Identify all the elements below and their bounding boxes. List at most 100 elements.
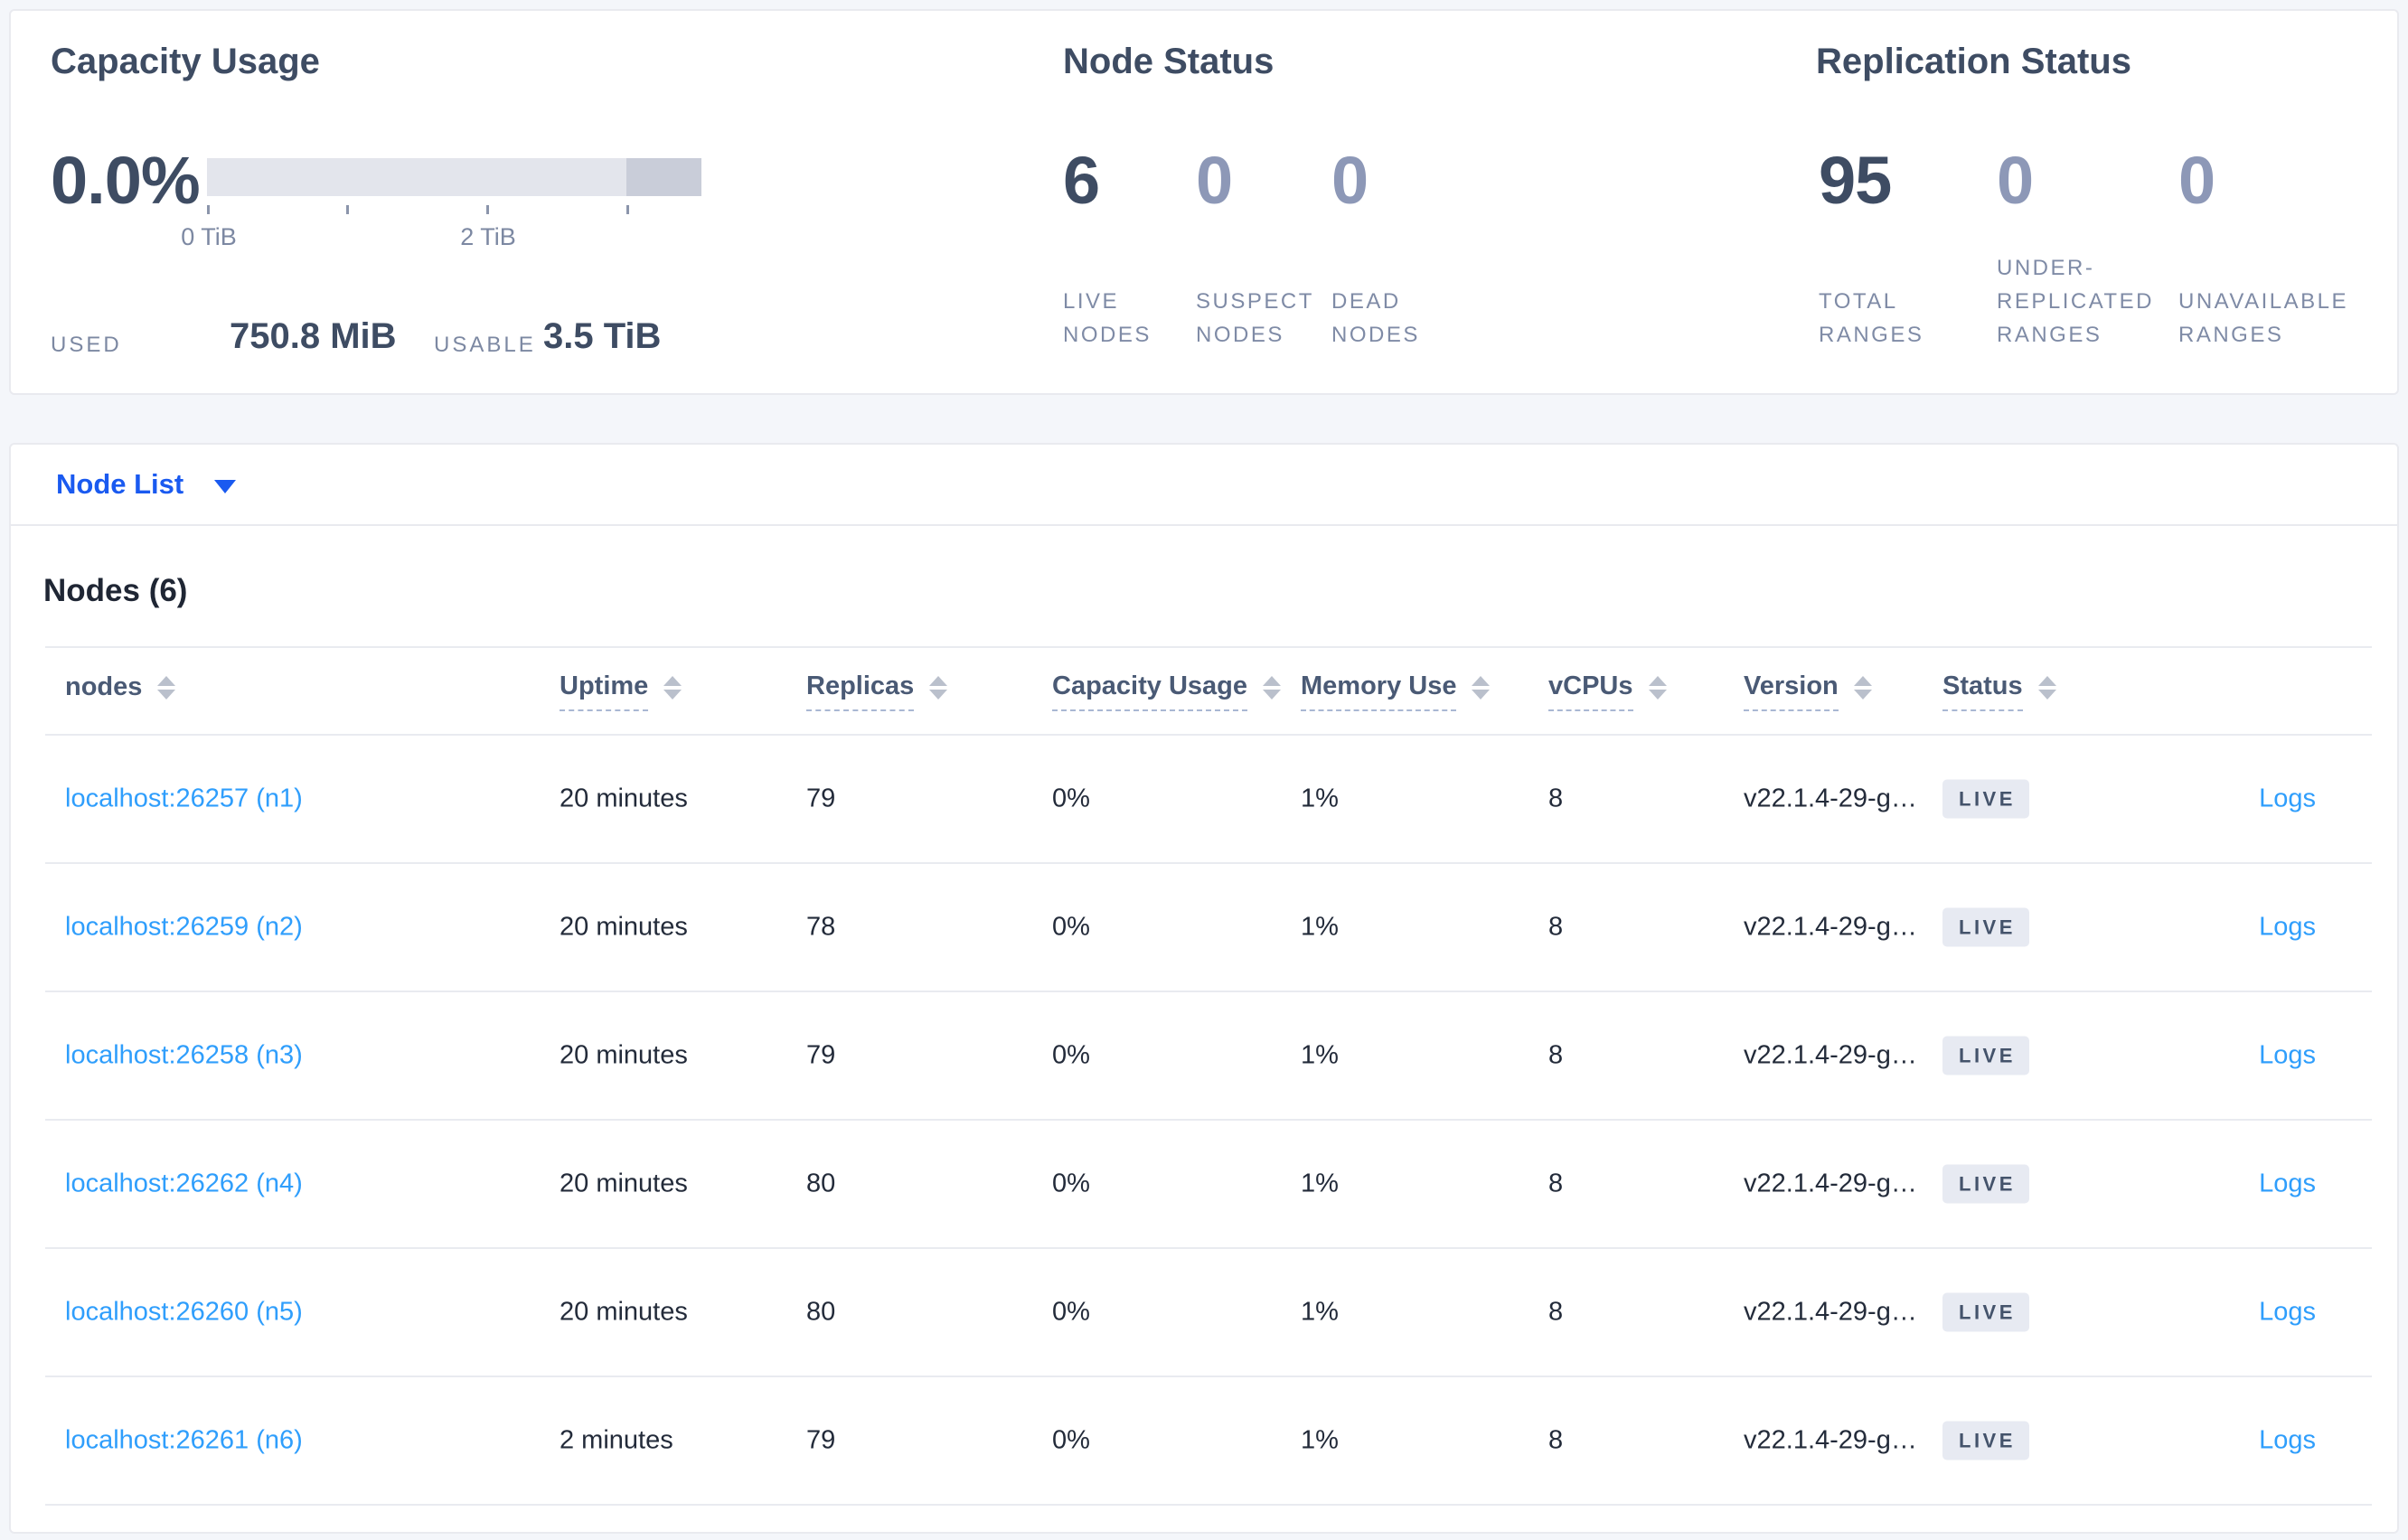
version-cell: v22.1.4-29-g… (1744, 1169, 1917, 1198)
version-cell: v22.1.4-29-g… (1744, 1040, 1917, 1070)
version-cell: v22.1.4-29-g… (1744, 1297, 1917, 1327)
nodes-table: nodes Uptime Replicas Capacity Usage Mem… (45, 646, 2372, 1506)
status-badge: LIVE (1942, 1164, 2029, 1204)
node-address-link[interactable]: localhost:26258 (n3) (65, 1040, 303, 1070)
usable-label: USABLE (434, 333, 536, 357)
column-header-replicas[interactable]: Replicas (806, 671, 948, 711)
column-header-memory-use[interactable]: Memory Use (1301, 671, 1491, 711)
logs-link[interactable]: Logs (2259, 1169, 2316, 1198)
logs-link[interactable]: Logs (2259, 1425, 2316, 1455)
usable-value: 3.5 TiB (543, 316, 662, 356)
table-row: localhost:26262 (n4) 20 minutes 80 0% 1%… (45, 1121, 2372, 1249)
used-label: USED (51, 333, 122, 357)
sort-icon (929, 675, 948, 700)
vcpus-cell: 8 (1548, 1040, 1564, 1070)
memory-cell: 1% (1301, 1040, 1339, 1070)
column-header-vcpus[interactable]: vCPUs (1548, 671, 1667, 711)
version-cell: v22.1.4-29-g… (1744, 784, 1917, 813)
status-badge: LIVE (1942, 1421, 2029, 1460)
axis-tick-label: 2 TiB (460, 223, 516, 250)
dead-nodes-count: 0 (1331, 143, 1369, 218)
version-cell: v22.1.4-29-g… (1744, 912, 1917, 942)
column-header-version[interactable]: Version (1744, 671, 1872, 711)
sort-icon (1853, 675, 1872, 700)
node-address-link[interactable]: localhost:26262 (n4) (65, 1169, 303, 1198)
capacity-cell: 0% (1052, 912, 1090, 942)
capacity-cell: 0% (1052, 1040, 1090, 1070)
status-badge: LIVE (1942, 907, 2029, 947)
capacity-used-percent: 0.0% (51, 143, 201, 218)
replicas-cell: 80 (806, 1297, 836, 1327)
capacity-cell: 0% (1052, 1297, 1090, 1327)
axis-tick (346, 205, 349, 214)
dead-nodes-label: DEAD NODES (1331, 289, 1420, 347)
capacity-bar-end-segment (626, 158, 701, 196)
replicas-cell: 80 (806, 1169, 836, 1198)
column-header-uptime[interactable]: Uptime (560, 671, 682, 711)
sort-icon (2037, 675, 2056, 700)
axis-tick-label: 0 TiB (181, 223, 237, 250)
live-nodes-count: 6 (1063, 143, 1100, 218)
vcpus-cell: 8 (1548, 1297, 1564, 1327)
node-address-link[interactable]: localhost:26259 (n2) (65, 912, 303, 942)
uptime-cell: 20 minutes (560, 912, 688, 942)
table-row: localhost:26258 (n3) 20 minutes 79 0% 1%… (45, 992, 2372, 1121)
uptime-cell: 20 minutes (560, 1297, 688, 1327)
replication-status-title: Replication Status (1816, 42, 2131, 81)
status-badge: LIVE (1942, 1036, 2029, 1075)
table-row: localhost:26260 (n5) 20 minutes 80 0% 1%… (45, 1249, 2372, 1377)
column-header-nodes[interactable]: nodes (65, 672, 176, 710)
axis-tick (626, 205, 629, 214)
nodes-heading: Nodes (6) (43, 573, 188, 608)
sort-icon (1648, 675, 1667, 700)
table-row: localhost:26259 (n2) 20 minutes 78 0% 1%… (45, 864, 2372, 992)
status-badge: LIVE (1942, 1292, 2029, 1332)
memory-cell: 1% (1301, 1297, 1339, 1327)
sort-icon (1263, 675, 1281, 700)
uptime-cell: 20 minutes (560, 784, 688, 813)
used-value: 750.8 MiB (230, 316, 397, 356)
view-dropdown-bar: Node List (11, 445, 2397, 526)
vcpus-cell: 8 (1548, 784, 1564, 813)
axis-tick (486, 205, 489, 214)
logs-link[interactable]: Logs (2259, 1040, 2316, 1070)
node-status-title: Node Status (1063, 42, 1275, 81)
suspect-nodes-count: 0 (1196, 143, 1233, 218)
replicas-cell: 79 (806, 784, 836, 813)
capacity-cell: 0% (1052, 1425, 1090, 1455)
capacity-axis: 0 TiB 2 TiB (181, 205, 701, 259)
unavailable-ranges-count: 0 (2178, 143, 2215, 218)
node-address-link[interactable]: localhost:26261 (n6) (65, 1425, 303, 1455)
node-list-dropdown[interactable]: Node List (56, 468, 184, 500)
replicas-cell: 79 (806, 1425, 836, 1455)
table-row: localhost:26261 (n6) 2 minutes 79 0% 1% … (45, 1377, 2372, 1506)
uptime-cell: 20 minutes (560, 1040, 688, 1070)
logs-link[interactable]: Logs (2259, 1297, 2316, 1327)
logs-link[interactable]: Logs (2259, 784, 2316, 813)
under-replicated-ranges-count: 0 (1997, 143, 2034, 218)
version-cell: v22.1.4-29-g… (1744, 1425, 1917, 1455)
sort-icon (1472, 675, 1491, 700)
caret-down-icon[interactable] (214, 480, 237, 493)
capacity-cell: 0% (1052, 1169, 1090, 1198)
vcpus-cell: 8 (1548, 1425, 1564, 1455)
node-address-link[interactable]: localhost:26260 (n5) (65, 1297, 303, 1327)
total-ranges-count: 95 (1819, 143, 1892, 218)
replicas-cell: 79 (806, 1040, 836, 1070)
sort-icon (663, 675, 682, 700)
column-header-status[interactable]: Status (1942, 671, 2056, 711)
replicas-cell: 78 (806, 912, 836, 942)
column-header-capacity-usage[interactable]: Capacity Usage (1052, 671, 1281, 711)
capacity-bar (207, 158, 701, 196)
memory-cell: 1% (1301, 1425, 1339, 1455)
table-row: localhost:26257 (n1) 20 minutes 79 0% 1%… (45, 736, 2372, 864)
logs-link[interactable]: Logs (2259, 912, 2316, 942)
node-address-link[interactable]: localhost:26257 (n1) (65, 784, 303, 813)
cluster-summary-card: Capacity Usage 0.0% 0 TiB 2 TiB USED 750… (9, 9, 2399, 395)
memory-cell: 1% (1301, 1169, 1339, 1198)
capacity-usage-title: Capacity Usage (51, 42, 320, 81)
vcpus-cell: 8 (1548, 912, 1564, 942)
unavailable-ranges-label: UNAVAILABLE RANGES (2178, 289, 2349, 347)
uptime-cell: 20 minutes (560, 1169, 688, 1198)
vcpus-cell: 8 (1548, 1169, 1564, 1198)
